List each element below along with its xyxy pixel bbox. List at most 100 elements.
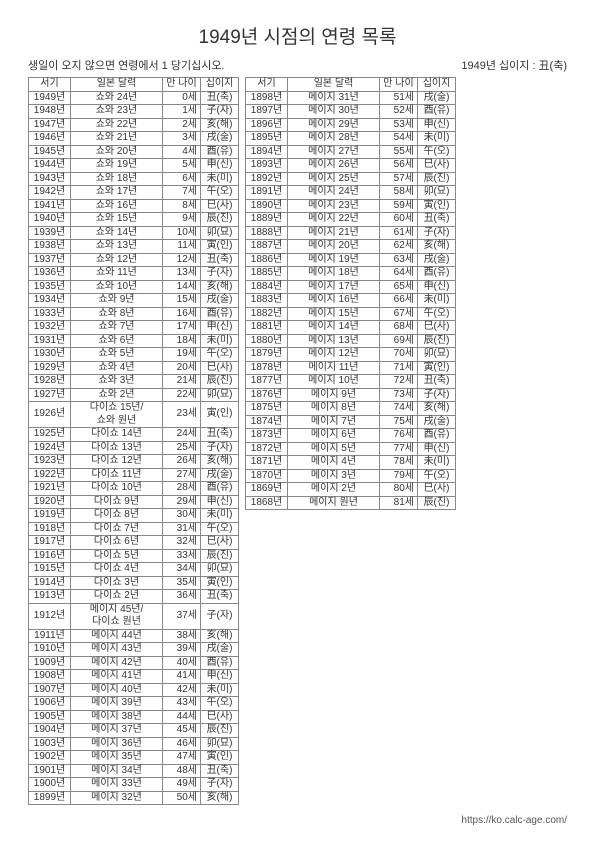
cell-zod: 午(오) (418, 145, 456, 159)
table-row: 1869년메이지 2년80세巳(사) (246, 483, 456, 497)
table-row: 1879년메이지 12년70세卯(묘) (246, 348, 456, 362)
cell-zod: 亥(해) (201, 629, 239, 643)
cell-age: 19세 (163, 348, 201, 362)
table-row: 1901년메이지 34년48세丑(축) (29, 764, 239, 778)
cell-zod: 寅(인) (201, 576, 239, 590)
cell-zod: 午(오) (201, 697, 239, 711)
cell-jp: 메이지 30년 (288, 105, 380, 119)
cell-age: 12세 (163, 253, 201, 267)
cell-jp: 메이지 26년 (288, 159, 380, 173)
cell-age: 30세 (163, 509, 201, 523)
cell-zod: 卯(묘) (201, 226, 239, 240)
cell-zod: 丑(축) (201, 428, 239, 442)
cell-jp: 다이쇼 9년 (71, 495, 163, 509)
cell-age: 59세 (380, 199, 418, 213)
cell-west: 1895년 (246, 132, 288, 146)
cell-age: 64세 (380, 267, 418, 281)
cell-west: 1898년 (246, 91, 288, 105)
cell-west: 1878년 (246, 361, 288, 375)
cell-zod: 子(자) (201, 267, 239, 281)
cell-age: 56세 (380, 159, 418, 173)
cell-west: 1920년 (29, 495, 71, 509)
cell-west: 1883년 (246, 294, 288, 308)
cell-zod: 亥(해) (418, 240, 456, 254)
cell-west: 1905년 (29, 710, 71, 724)
table-row: 1883년메이지 16년66세未(미) (246, 294, 456, 308)
cell-west: 1868년 (246, 496, 288, 510)
cell-jp: 메이지 10년 (288, 375, 380, 389)
cell-age: 6세 (163, 172, 201, 186)
cell-jp: 다이쇼 8년 (71, 509, 163, 523)
cell-jp: 쇼와 16년 (71, 199, 163, 213)
cell-zod: 午(오) (201, 522, 239, 536)
cell-age: 36세 (163, 590, 201, 604)
cell-jp: 다이쇼 2년 (71, 590, 163, 604)
cell-jp: 메이지 19년 (288, 253, 380, 267)
cell-west: 1884년 (246, 280, 288, 294)
cell-age: 75세 (380, 415, 418, 429)
cell-west: 1915년 (29, 563, 71, 577)
cell-jp: 메이지 13년 (288, 334, 380, 348)
cell-age: 15세 (163, 294, 201, 308)
cell-age: 41세 (163, 670, 201, 684)
cell-jp: 메이지 33년 (71, 778, 163, 792)
cell-west: 1932년 (29, 321, 71, 335)
cell-zod: 子(자) (418, 226, 456, 240)
cell-age: 22세 (163, 388, 201, 402)
cell-age: 47세 (163, 751, 201, 765)
cell-jp: 다이쇼 3년 (71, 576, 163, 590)
cell-west: 1901년 (29, 764, 71, 778)
cell-age: 35세 (163, 576, 201, 590)
cell-zod: 丑(축) (418, 213, 456, 227)
table-row: 1895년메이지 28년54세未(미) (246, 132, 456, 146)
cell-jp: 쇼와 13년 (71, 240, 163, 254)
cell-west: 1929년 (29, 361, 71, 375)
cell-zod: 辰(진) (418, 496, 456, 510)
cell-zod: 巳(사) (201, 361, 239, 375)
cell-west: 1888년 (246, 226, 288, 240)
col-age: 만 나이 (163, 78, 201, 92)
cell-age: 39세 (163, 643, 201, 657)
cell-age: 16세 (163, 307, 201, 321)
age-table-left: 서기 일본 달력 만 나이 십이지 1949년쇼와 24년0세丑(축)1948년… (28, 77, 239, 805)
cell-jp: 메이지 20년 (288, 240, 380, 254)
cell-jp: 쇼와 8년 (71, 307, 163, 321)
table-row: 1944년쇼와 19년5세申(신) (29, 159, 239, 173)
table-row: 1931년쇼와 6년18세未(미) (29, 334, 239, 348)
cell-jp: 쇼와 7년 (71, 321, 163, 335)
cell-age: 58세 (380, 186, 418, 200)
cell-zod: 巳(사) (418, 483, 456, 497)
cell-age: 69세 (380, 334, 418, 348)
cell-jp: 메이지 32년 (71, 791, 163, 805)
table-row: 1947년쇼와 22년2세亥(해) (29, 118, 239, 132)
cell-zod: 卯(묘) (201, 388, 239, 402)
cell-zod: 酉(유) (418, 267, 456, 281)
cell-jp: 메이지 35년 (71, 751, 163, 765)
cell-west: 1881년 (246, 321, 288, 335)
cell-jp: 메이지 9년 (288, 388, 380, 402)
cell-jp: 메이지 11년 (288, 361, 380, 375)
cell-zod: 酉(유) (201, 656, 239, 670)
cell-west: 1944년 (29, 159, 71, 173)
cell-jp: 메이지 34년 (71, 764, 163, 778)
cell-age: 13세 (163, 267, 201, 281)
table-row: 1902년메이지 35년47세寅(인) (29, 751, 239, 765)
cell-age: 81세 (380, 496, 418, 510)
table-row: 1900년메이지 33년49세子(자) (29, 778, 239, 792)
cell-age: 45세 (163, 724, 201, 738)
cell-west: 1903년 (29, 737, 71, 751)
cell-jp: 다이쇼 7년 (71, 522, 163, 536)
cell-zod: 寅(인) (418, 199, 456, 213)
cell-zod: 子(자) (201, 603, 239, 629)
cell-age: 68세 (380, 321, 418, 335)
cell-west: 1893년 (246, 159, 288, 173)
cell-west: 1911년 (29, 629, 71, 643)
cell-age: 43세 (163, 697, 201, 711)
table-row: 1914년다이쇼 3년35세寅(인) (29, 576, 239, 590)
cell-age: 29세 (163, 495, 201, 509)
cell-age: 42세 (163, 683, 201, 697)
note-left: 생일이 오지 않으면 연령에서 1 당기십시오. (28, 57, 225, 73)
cell-age: 65세 (380, 280, 418, 294)
cell-west: 1894년 (246, 145, 288, 159)
cell-zod: 亥(해) (201, 455, 239, 469)
